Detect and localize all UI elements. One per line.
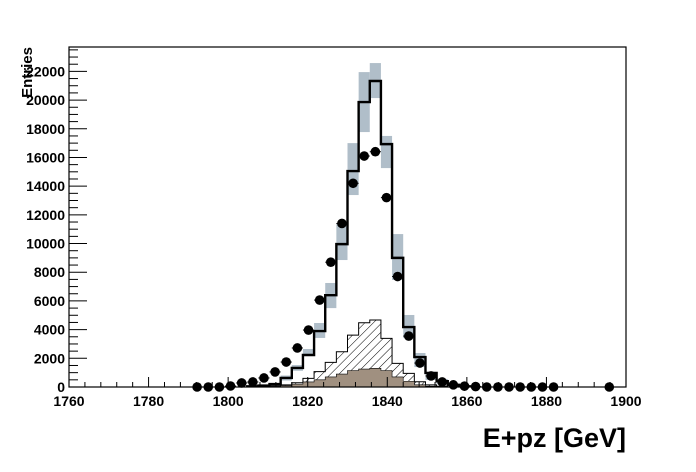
data-point: [248, 377, 258, 387]
data-point: [314, 295, 325, 305]
data-point: [415, 358, 425, 368]
y-tick-label: 22000: [26, 63, 65, 79]
hatched-step: [269, 319, 449, 387]
y-axis-title: Entries: [19, 47, 36, 98]
x-axis-title: E+pz [GeV]: [483, 423, 626, 453]
plot-frame: [68, 46, 627, 388]
data-point: [381, 192, 392, 203]
data-point: [236, 378, 247, 388]
x-tick-label: 1860: [451, 393, 482, 409]
band-bin: [336, 223, 348, 261]
data-point: [292, 343, 303, 353]
x-tick-label: 1800: [213, 393, 244, 409]
data-point: [225, 381, 236, 391]
x-tick-label: 1840: [372, 393, 403, 409]
data-point: [403, 331, 414, 341]
band-bin: [302, 348, 315, 356]
y-tick-label: 10000: [26, 236, 65, 252]
data-point: [370, 146, 381, 157]
data-point: [348, 178, 358, 189]
data-point: [303, 325, 314, 335]
y-tick-label: 12000: [26, 207, 65, 223]
data-point: [437, 377, 447, 387]
y-tick-label: 16000: [26, 149, 65, 165]
data-point: [459, 381, 470, 391]
data-point: [325, 257, 336, 267]
y-tick-label: 6000: [34, 293, 65, 309]
y-tick-label: 14000: [26, 178, 65, 194]
data-point: [281, 357, 292, 367]
x-tick-label: 1760: [53, 393, 84, 409]
y-tick-label: 4000: [34, 322, 65, 338]
data-point: [337, 218, 347, 229]
y-tick-label: 0: [57, 379, 65, 395]
data-point: [448, 380, 459, 390]
data-point: [259, 373, 269, 383]
x-tick-label: 1820: [292, 393, 323, 409]
x-tick-label: 1880: [531, 393, 562, 409]
data-point: [426, 371, 436, 381]
y-tick-label: 8000: [34, 264, 65, 280]
axes: 1760 1780 1800 1820 1840 1860 1880 1900 0 2000 400…: [26, 49, 642, 409]
y-tick-label: 18000: [26, 121, 65, 137]
mc-total-histogram: [246, 79, 472, 388]
y-tick-label: 2000: [34, 350, 65, 366]
mc-step-line: [246, 79, 472, 388]
data-point: [392, 271, 403, 282]
data-point: [359, 151, 370, 161]
x-tick-label: 1900: [610, 393, 641, 409]
data-point: [270, 367, 280, 377]
band-bin: [347, 143, 359, 196]
hatched-histogram: [269, 319, 449, 387]
band-bin: [380, 135, 393, 169]
y-tick-label: 20000: [26, 92, 65, 108]
x-tick-label: 1780: [133, 393, 164, 409]
